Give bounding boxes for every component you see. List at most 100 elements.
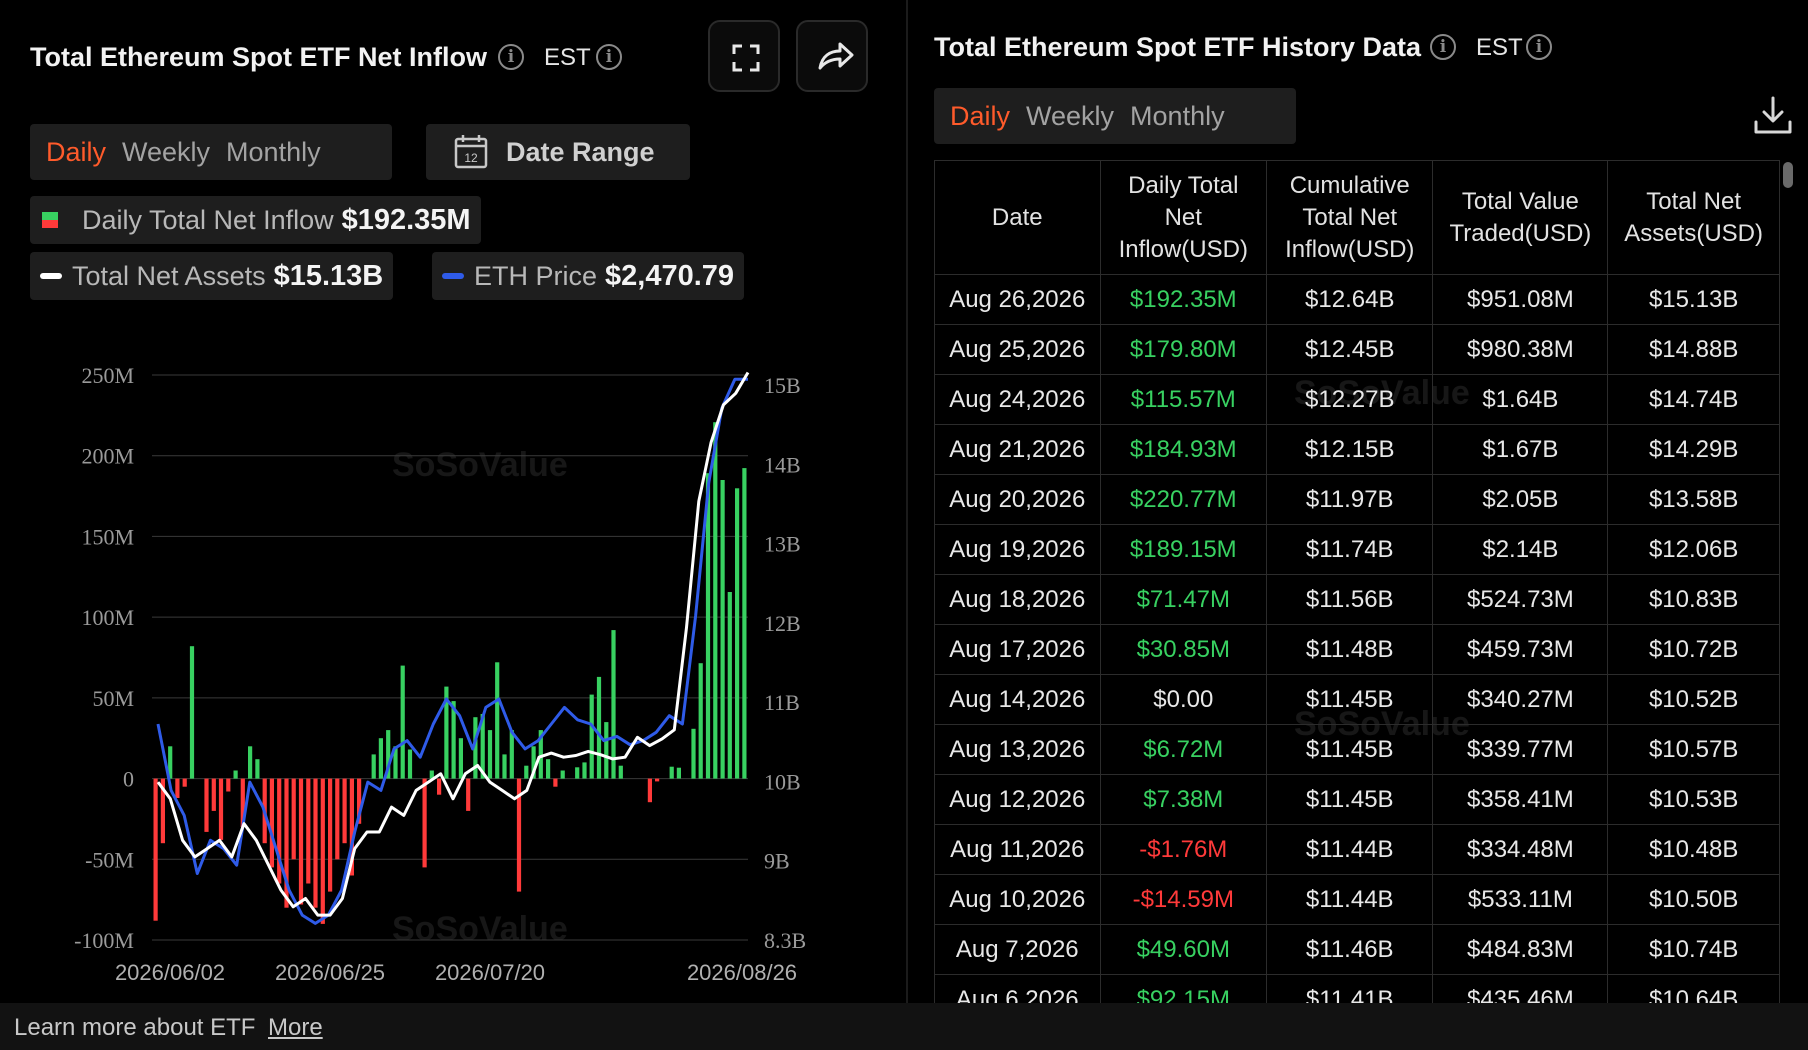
inflow-bar <box>255 759 260 779</box>
y-right-tick-label: 10B <box>764 769 801 794</box>
daily-inflow-cell: $7.38M <box>1099 774 1268 825</box>
date-cell: Aug 6,2026 <box>934 974 1101 1003</box>
date-cell: Aug 19,2026 <box>934 524 1101 575</box>
inflow-bar <box>720 480 725 779</box>
date-cell: Aug 13,2026 <box>934 724 1101 775</box>
cumulative-inflow-cell: $11.74B <box>1266 524 1434 575</box>
inflow-bar <box>284 778 289 908</box>
y-right-tick-label: 15B <box>764 373 801 398</box>
net-assets-cell: $14.88B <box>1607 324 1780 375</box>
table-row: Aug 11,2026 -$1.76M $11.44B $334.48M $10.48B <box>934 824 1780 875</box>
net-assets-cell: $15.13B <box>1607 274 1780 325</box>
inflow-legend-value: $192.35M <box>341 203 471 236</box>
daily-inflow-cell: $189.15M <box>1099 524 1268 575</box>
inflow-legend-label: Daily Total Net Inflow <box>82 204 334 235</box>
inflow-bar <box>357 778 362 824</box>
value-traded-cell: $340.27M <box>1432 674 1609 725</box>
info-icon[interactable]: i <box>498 44 524 70</box>
inflow-bar <box>226 778 231 792</box>
column-header-value-traded[interactable]: Total Value Traded(USD) <box>1432 160 1609 275</box>
inflow-bar <box>393 746 398 779</box>
net-inflow-chart[interactable]: 250M 200M 150M 100M 50M 0 -50M -100M 15B 14B 13B 12… <box>0 330 860 995</box>
net-assets-cell: $14.74B <box>1607 374 1780 425</box>
inflow-bar <box>727 592 732 779</box>
date-range-button[interactable]: 12 Date Range <box>426 124 690 180</box>
value-traded-cell: $2.05B <box>1432 474 1609 525</box>
inflow-bar <box>371 754 376 779</box>
info-icon[interactable]: i <box>1430 34 1456 60</box>
inflow-bar <box>211 778 216 811</box>
daily-inflow-cell: -$14.59M <box>1099 874 1268 925</box>
inflow-bar <box>451 701 456 779</box>
value-traded-cell: $951.08M <box>1432 274 1609 325</box>
y-left-tick-label: 0 <box>123 767 134 792</box>
timezone-info-icon[interactable]: i <box>596 44 622 70</box>
inflow-bar <box>596 676 602 779</box>
share-button[interactable] <box>796 20 868 92</box>
history-period-tabs: Daily Weekly Monthly <box>934 88 1296 144</box>
tab-monthly[interactable]: Monthly <box>226 136 321 167</box>
period-tabs: Daily Weekly Monthly <box>30 124 392 180</box>
table-row: Aug 10,2026 -$14.59M $11.44B $533.11M $10.50… <box>934 874 1780 925</box>
inflow-bar <box>495 662 500 779</box>
column-header-cumulative-inflow[interactable]: Cumulative Total Net Inflow(USD) <box>1266 160 1434 275</box>
timezone-info-icon[interactable]: i <box>1526 34 1552 60</box>
value-traded-cell: $533.11M <box>1432 874 1609 925</box>
inflow-bar <box>466 778 471 811</box>
tab-monthly[interactable]: Monthly <box>1130 100 1225 131</box>
daily-inflow-cell: $184.93M <box>1099 424 1268 475</box>
tab-weekly[interactable]: Weekly <box>1026 100 1115 131</box>
net-assets-cell: $10.57B <box>1607 724 1780 775</box>
inflow-bar <box>437 778 442 795</box>
daily-inflow-cell: $49.60M <box>1099 924 1268 975</box>
more-link[interactable]: More <box>268 1014 323 1041</box>
net-assets-cell: $10.52B <box>1607 674 1780 725</box>
download-button[interactable] <box>1750 92 1796 138</box>
y-left-tick-label: 150M <box>81 524 134 549</box>
watermark: SoSoValue <box>392 910 568 948</box>
net-assets-cell: $14.29B <box>1607 424 1780 475</box>
legend-inflow[interactable]: Daily Total Net Inflow $192.35M <box>30 196 481 244</box>
net-assets-cell: $10.74B <box>1607 924 1780 975</box>
table-row: Aug 24,2026 $115.57M $12.27B $1.64B $14.74B <box>934 374 1780 425</box>
y-right-tick-label: 9B <box>764 849 790 874</box>
inflow-bar <box>611 630 616 779</box>
column-header-date[interactable]: Date <box>934 160 1101 275</box>
value-traded-cell: $524.73M <box>1432 574 1609 625</box>
inflow-bar <box>582 762 587 779</box>
inflow-bar <box>248 746 253 779</box>
inflow-bar <box>669 766 674 779</box>
value-traded-cell: $435.46M <box>1432 974 1609 1003</box>
fullscreen-button[interactable] <box>708 20 780 92</box>
column-header-daily-inflow[interactable]: Daily Total Net Inflow(USD) <box>1099 160 1268 275</box>
timezone-label: EST <box>544 44 591 71</box>
tab-weekly[interactable]: Weekly <box>122 136 211 167</box>
inflow-bar <box>473 717 478 779</box>
daily-inflow-cell: $220.77M <box>1099 474 1268 525</box>
cumulative-inflow-cell: $11.45B <box>1266 674 1434 725</box>
tab-daily[interactable]: Daily <box>950 100 1011 131</box>
net-assets-cell: $10.72B <box>1607 624 1780 675</box>
table-scrollbar[interactable] <box>1783 162 1793 188</box>
daily-inflow-cell: $0.00 <box>1099 674 1268 725</box>
inflow-bar <box>218 778 224 840</box>
legend-net-assets[interactable]: Total Net Assets $15.13B <box>30 252 394 300</box>
tab-daily[interactable]: Daily <box>46 136 107 167</box>
legend-eth-price[interactable]: ETH Price $2,470.79 <box>432 252 745 300</box>
cumulative-inflow-cell: $12.15B <box>1266 424 1434 475</box>
y-right-tick-label: 12B <box>764 611 801 636</box>
inflow-bar <box>698 663 703 779</box>
inflow-bar <box>269 778 274 868</box>
y-left-tick-label: 250M <box>81 363 134 388</box>
date-cell: Aug 14,2026 <box>934 674 1101 725</box>
eth-price-legend-label: ETH Price <box>474 260 598 291</box>
inflow-bar <box>655 778 660 782</box>
inflow-bar <box>175 778 180 798</box>
date-cell: Aug 12,2026 <box>934 774 1101 825</box>
inflow-bar <box>291 778 296 860</box>
cumulative-inflow-cell: $11.44B <box>1266 874 1434 925</box>
y-left-tick-label: 200M <box>81 444 134 469</box>
inflow-bar <box>342 778 347 844</box>
column-header-net-assets[interactable]: Total Net Assets(USD) <box>1607 160 1780 275</box>
footer: Learn more about ETF More <box>0 1003 1808 1050</box>
